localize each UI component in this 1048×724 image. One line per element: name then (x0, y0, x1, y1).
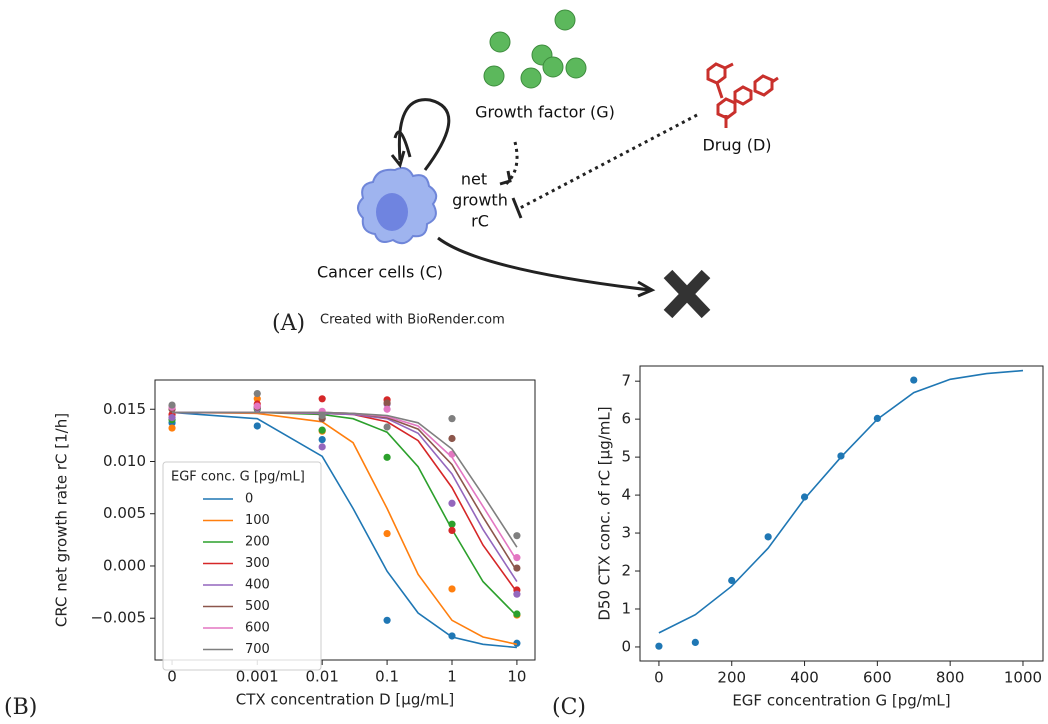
y-tick-label: 5 (621, 448, 631, 466)
legend-box (163, 462, 321, 670)
x-tick-label: 800 (936, 669, 965, 687)
legend-label: 200 (245, 535, 270, 550)
legend-label: 300 (245, 556, 270, 571)
data-point (168, 424, 175, 431)
data-point (383, 617, 390, 624)
y-tick-label: 7 (621, 372, 631, 390)
legend-label: 500 (245, 599, 270, 614)
panel-label: (B) (4, 695, 37, 720)
data-point (513, 554, 520, 561)
y-axis-label: D50 CTX conc. of rC [μg/mL] (596, 406, 614, 620)
y-tick-label: 0 (621, 637, 631, 655)
x-tick-label: 200 (717, 669, 746, 687)
data-point (910, 376, 917, 383)
legend-label: 700 (245, 642, 270, 657)
figure: Growth factor (G) Drug (D) net growth rC… (0, 0, 1048, 724)
data-point (319, 395, 326, 402)
data-point (319, 427, 326, 434)
y-tick-label: 0.005 (103, 504, 146, 522)
arrows (392, 100, 706, 314)
x-axis-label: EGF concentration G [pg/mL] (732, 692, 950, 710)
legend-title: EGF conc. G [pg/mL] (171, 470, 305, 485)
data-point (168, 414, 175, 421)
y-tick-label: 2 (621, 562, 631, 580)
diagram: Growth factor (G) Drug (D) net growth rC… (317, 10, 778, 328)
y-tick-label: −0.005 (90, 609, 146, 627)
legend-label: 400 (245, 578, 270, 593)
panel-label: (A) (272, 311, 305, 336)
y-tick-label: 3 (621, 524, 631, 542)
net-label: net (461, 170, 487, 189)
y-tick-label: 6 (621, 410, 631, 428)
page: Growth factor (G) Drug (D) net growth rC… (0, 0, 1048, 724)
x-tick-label: 400 (790, 669, 819, 687)
data-point (765, 533, 772, 540)
cancer-cell (358, 168, 436, 243)
y-tick-label: 0.000 (103, 556, 146, 574)
data-point (655, 643, 662, 650)
growth-label: growth (452, 191, 508, 210)
data-point (383, 423, 390, 430)
data-point (874, 415, 881, 422)
data-point (254, 403, 261, 410)
drug-icon (708, 64, 778, 128)
data-point (448, 415, 455, 422)
data-point (448, 500, 455, 507)
data-point (728, 577, 735, 584)
growth-factor-icon (484, 10, 586, 88)
plot-frame (640, 366, 1043, 661)
data-point (383, 454, 390, 461)
cancer-cells-label: Cancer cells (C) (317, 263, 443, 282)
data-point (383, 399, 390, 406)
y-axis-label: CRC net growth rate rC [1/h] (53, 413, 71, 627)
data-point (513, 591, 520, 598)
data-point (448, 585, 455, 592)
x-tick-label: 10 (507, 668, 526, 686)
data-point (168, 401, 175, 408)
y-tick-label: 1 (621, 599, 631, 617)
data-point (513, 610, 520, 617)
drug-label: Drug (D) (702, 136, 771, 155)
data-point (319, 412, 326, 419)
data-point (448, 435, 455, 442)
panel-label: (C) (552, 695, 586, 720)
legend-label: 600 (245, 621, 270, 636)
rate-label: rC (471, 212, 489, 231)
data-point (448, 527, 455, 534)
y-tick-label: 0.015 (103, 400, 146, 418)
data-point (448, 632, 455, 639)
data-point (254, 422, 261, 429)
data-point (448, 521, 455, 528)
legend-label: 100 (245, 513, 270, 528)
growth-factor-label: Growth factor (G) (475, 103, 615, 122)
data-point (383, 530, 390, 537)
data-point (801, 493, 808, 500)
x-axis-label: CTX concentration D [μg/mL] (236, 691, 454, 709)
data-point (383, 406, 390, 413)
x-tick-label: 0 (654, 669, 664, 687)
data-point (254, 390, 261, 397)
x-tick-label: 1 (447, 668, 457, 686)
credit: Created with BioRender.com (320, 313, 505, 328)
data-point (319, 436, 326, 443)
data-point (319, 443, 326, 450)
x-tick-label: 1000 (1004, 669, 1042, 687)
x-tick-label: 600 (863, 669, 892, 687)
y-tick-label: 0.010 (103, 452, 146, 470)
data-point (692, 639, 699, 646)
fit-line (659, 371, 1023, 633)
x-tick-label: 0.1 (375, 668, 399, 686)
data-point (513, 564, 520, 571)
data-point (513, 532, 520, 539)
legend-label: 0 (245, 492, 253, 507)
data-point (837, 452, 844, 459)
y-tick-label: 4 (621, 486, 631, 504)
